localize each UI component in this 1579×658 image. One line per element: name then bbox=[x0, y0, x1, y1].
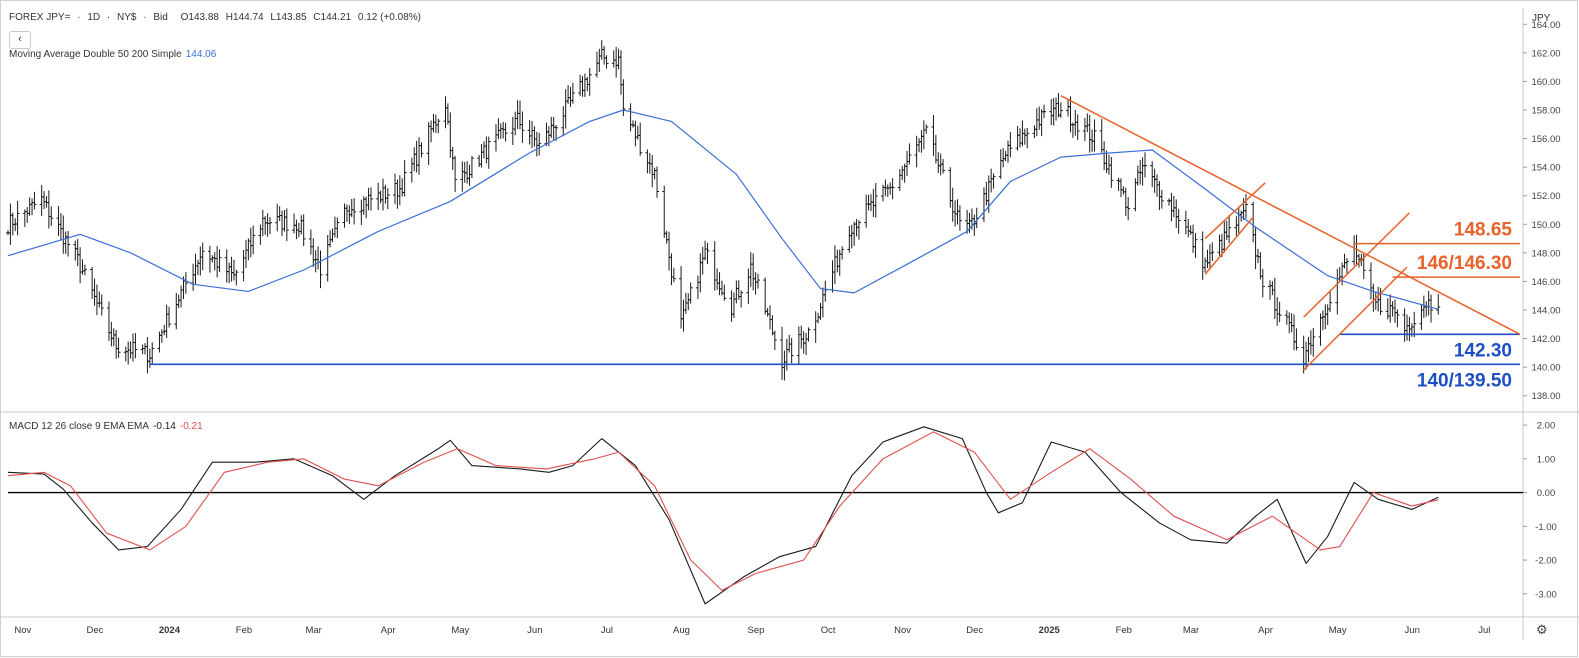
macd-value: -0.14 bbox=[153, 421, 176, 432]
macd-tick-label: 2.00 bbox=[1537, 421, 1556, 432]
gear-icon[interactable]: ⚙ bbox=[1536, 622, 1548, 637]
low-value: L143.85 bbox=[270, 12, 307, 23]
time-tick-label: Nov bbox=[14, 625, 31, 636]
downtrend-line[interactable] bbox=[1060, 95, 1521, 335]
time-tick-label: Feb bbox=[1116, 625, 1132, 636]
price-tick-label: 162.00 bbox=[1531, 48, 1560, 59]
price-tick-label: 140.00 bbox=[1531, 363, 1560, 374]
exchange: NY$ bbox=[117, 12, 137, 23]
macd-line[interactable] bbox=[7, 426, 1439, 605]
ma-value: 144.06 bbox=[185, 49, 217, 60]
price-tick-label: 144.00 bbox=[1531, 306, 1560, 317]
support-label: 140/139.50 bbox=[1417, 370, 1512, 391]
collapse-button[interactable]: ‹ bbox=[9, 31, 31, 49]
moving-average-line[interactable] bbox=[7, 109, 1439, 310]
header-separator-3: · bbox=[143, 12, 147, 23]
price-tick-label: 138.00 bbox=[1531, 391, 1560, 402]
open-value: O143.88 bbox=[180, 12, 219, 23]
price-tick-label: 142.00 bbox=[1531, 334, 1560, 345]
close-value: C144.21 bbox=[313, 12, 352, 23]
ma-legend[interactable]: Moving Average Double 50 200 Simple 144.0… bbox=[9, 49, 216, 60]
macd-tick-label: 0.00 bbox=[1537, 488, 1556, 499]
channel-line[interactable] bbox=[1303, 212, 1410, 318]
support-label: 142.30 bbox=[1454, 340, 1512, 361]
price-tick-label: 152.00 bbox=[1531, 191, 1560, 202]
macd-label-text: MACD 12 26 close 9 EMA EMA bbox=[9, 421, 150, 432]
time-tick-label: Jun bbox=[527, 625, 542, 636]
time-tick-label: Nov bbox=[894, 625, 911, 636]
price-tick-label: 154.00 bbox=[1531, 163, 1560, 174]
change-value: 0.12 (+0.08%) bbox=[357, 12, 421, 23]
signal-line[interactable] bbox=[7, 431, 1439, 591]
macd-tick-label: 1.00 bbox=[1537, 454, 1556, 465]
time-tick-label: 2025 bbox=[1039, 625, 1061, 636]
price-tick-label: 146.00 bbox=[1531, 277, 1560, 288]
symbol-header: FOREX JPY= · 1D · NY$ · Bid O143.88 H144… bbox=[9, 12, 425, 23]
time-tick-label: Dec bbox=[966, 625, 983, 636]
time-tick-label: Jul bbox=[1478, 625, 1490, 636]
price-tick-label: 156.00 bbox=[1531, 134, 1560, 145]
channel-line[interactable] bbox=[1204, 182, 1266, 240]
time-tick-label: Sep bbox=[748, 625, 765, 636]
time-tick-label: Jul bbox=[601, 625, 613, 636]
time-tick-label: Feb bbox=[236, 625, 252, 636]
interval[interactable]: 1D bbox=[87, 12, 101, 23]
time-tick-label: Mar bbox=[1183, 625, 1199, 636]
time-tick-label: Apr bbox=[381, 625, 396, 636]
price-type: Bid bbox=[153, 12, 168, 23]
high-value: H144.74 bbox=[225, 12, 264, 23]
time-tick-label: Dec bbox=[86, 625, 103, 636]
time-tick-label: 2024 bbox=[159, 625, 181, 636]
price-tick-label: 164.00 bbox=[1531, 20, 1560, 31]
time-tick-label: May bbox=[1329, 625, 1347, 636]
header-separator: · bbox=[77, 12, 81, 23]
time-tick-label: Jun bbox=[1405, 625, 1420, 636]
channel-line[interactable] bbox=[1303, 266, 1408, 371]
currency-unit: JPY bbox=[1532, 13, 1551, 24]
price-tick-label: 158.00 bbox=[1531, 106, 1560, 117]
symbol-name[interactable]: FOREX JPY= bbox=[9, 12, 71, 23]
time-tick-label: Oct bbox=[821, 625, 836, 636]
time-tick-label: Mar bbox=[305, 625, 321, 636]
resistance-label: 146/146.30 bbox=[1417, 253, 1512, 274]
price-tick-label: 148.00 bbox=[1531, 248, 1560, 259]
resistance-label: 148.65 bbox=[1454, 220, 1513, 241]
header-separator-2: · bbox=[106, 12, 111, 23]
signal-value: -0.21 bbox=[179, 421, 203, 432]
time-tick-label: May bbox=[451, 625, 469, 636]
macd-tick-label: -3.00 bbox=[1535, 589, 1557, 600]
time-tick-label: Apr bbox=[1258, 625, 1273, 636]
macd-tick-label: -1.00 bbox=[1535, 522, 1557, 533]
ma-label-text: Moving Average Double 50 200 Simple bbox=[9, 49, 182, 60]
macd-legend[interactable]: MACD 12 26 close 9 EMA EMA -0.14 -0.21 bbox=[9, 421, 203, 432]
price-tick-label: 160.00 bbox=[1531, 77, 1560, 88]
time-tick-label: Aug bbox=[673, 625, 690, 636]
channel-line[interactable] bbox=[1204, 216, 1254, 275]
macd-tick-label: -2.00 bbox=[1535, 556, 1557, 567]
price-tick-label: 150.00 bbox=[1531, 220, 1560, 231]
